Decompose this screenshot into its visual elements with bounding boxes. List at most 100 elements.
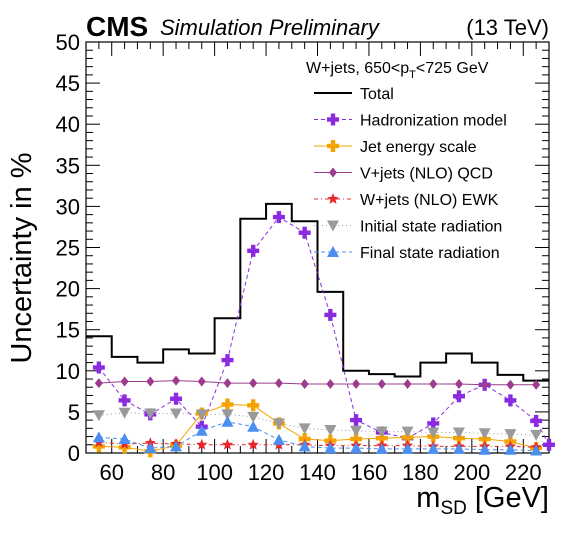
final-state-radiation-point xyxy=(298,440,311,452)
final-state-radiation-point xyxy=(272,433,285,445)
initial-state-radiation-point xyxy=(504,429,517,441)
legend-marker-jet-energy-scale-v xyxy=(330,140,336,152)
hadronization-model-point xyxy=(298,226,311,239)
final-state-radiation-point xyxy=(92,431,105,443)
final-state-radiation-point xyxy=(530,444,543,456)
legend-marker-w-jets-nlo-ewk xyxy=(327,193,339,204)
v-jets-nlo-qcd-point xyxy=(249,378,258,389)
y-axis-label: Uncertainty in % xyxy=(6,152,38,363)
y-tick-label: 25 xyxy=(56,236,80,261)
initial-state-radiation-point xyxy=(478,428,491,440)
jet-energy-scale-point-v xyxy=(250,399,256,412)
v-jets-nlo-qcd-point xyxy=(532,379,541,390)
v-jets-nlo-qcd-point xyxy=(454,378,463,389)
v-jets-nlo-qcd-point xyxy=(352,378,361,389)
y-tick-label: 15 xyxy=(56,318,80,343)
hadronization-model-point-v xyxy=(353,414,359,427)
w-jets-nlo-ewk-point xyxy=(247,438,259,450)
jet-energy-scale-point-v xyxy=(379,432,385,445)
initial-state-radiation-point xyxy=(221,409,234,421)
legend-title-prefix: W+jets, 650<p xyxy=(306,60,409,77)
legend-label-hadronization-model: Hadronization model xyxy=(360,113,507,130)
initial-state-radiation-point xyxy=(298,423,311,435)
w-jets-nlo-ewk-point xyxy=(196,438,208,450)
initial-state-radiation-point xyxy=(247,411,260,423)
y-tick-label: 35 xyxy=(56,153,80,178)
final-state-radiation-point xyxy=(170,440,183,452)
initial-state-radiation-point xyxy=(401,426,414,438)
v-jets-nlo-qcd-line xyxy=(98,380,537,386)
hadronization-model-point-v xyxy=(96,361,102,374)
final-state-radiation-point xyxy=(118,433,131,445)
hadronization-model-point xyxy=(530,414,543,427)
hadronization-model-point-v xyxy=(533,414,539,427)
hadronization-model-point-v xyxy=(302,226,307,239)
legend-label-final-state-radiation: Final state radiation xyxy=(360,245,500,262)
hadronization-model-point xyxy=(247,244,260,257)
hadronization-model-point-v xyxy=(122,394,127,407)
final-state-radiation-point xyxy=(350,442,363,454)
final-state-radiation-point xyxy=(427,442,440,454)
legend-label-v-jets-nlo-qcd: V+jets (NLO) QCD xyxy=(360,166,493,183)
initial-state-radiation-point xyxy=(530,429,543,441)
jet-energy-scale-point-v xyxy=(96,440,102,453)
final-state-radiation-point xyxy=(221,415,234,427)
hadronization-model-point-v xyxy=(173,392,179,405)
v-jets-nlo-qcd-point xyxy=(94,378,103,389)
hadronization-model-point-v xyxy=(250,244,256,257)
v-jets-nlo-qcd-point xyxy=(403,378,412,389)
legend-marker-hadronization-model xyxy=(327,113,339,126)
x-tick-label: 140 xyxy=(299,460,336,485)
final-state-radiation-point xyxy=(144,442,157,454)
v-jets-nlo-qcd-point xyxy=(506,379,515,390)
initial-state-radiation-point xyxy=(324,424,337,436)
y-tick-label: 50 xyxy=(56,30,80,55)
legend-label-jet-energy-scale: Jet energy scale xyxy=(360,139,477,156)
final-state-radiation-point xyxy=(375,442,388,454)
x-tick-label: 200 xyxy=(453,460,490,485)
legend-marker-jet-energy-scale xyxy=(327,140,339,152)
y-tick-label: 5 xyxy=(68,400,80,425)
x-tick-label: 100 xyxy=(196,460,233,485)
hadronization-model-point xyxy=(427,417,440,430)
jet-energy-scale-point xyxy=(221,398,234,411)
cms-label: CMS xyxy=(86,11,148,42)
initial-state-radiation-point xyxy=(118,407,131,419)
hadronization-model-point xyxy=(350,414,363,427)
jet-energy-scale-point xyxy=(350,433,363,446)
jet-energy-scale-point-v xyxy=(225,398,230,411)
x-tick-label: 60 xyxy=(99,460,123,485)
legend-label-w-jets-nlo-ewk: W+jets (NLO) EWK xyxy=(360,192,499,209)
x-axis-label: mSD [GeV] xyxy=(416,482,549,519)
hadronization-model-point-v xyxy=(508,394,513,407)
legend-title: W+jets, 650<pT<725 GeV xyxy=(306,60,489,81)
jet-energy-scale-point xyxy=(375,432,388,445)
jet-energy-scale-point-v xyxy=(353,433,359,446)
legend-title-sub: T xyxy=(409,69,416,81)
legend: Total Hadronization model Jet energy scale… xyxy=(314,86,507,262)
hadronization-model-point-v xyxy=(276,211,282,224)
hadronization-model-point-v xyxy=(456,390,462,403)
legend-marker-hadronization-model-v xyxy=(330,113,336,126)
hadronization-model-point-v xyxy=(328,308,333,321)
final-state-radiation-point xyxy=(478,443,491,455)
final-state-radiation-point xyxy=(247,420,260,432)
jet-energy-scale-point xyxy=(247,399,260,412)
w-jets-nlo-ewk-line xyxy=(98,441,537,448)
hadronization-model-point xyxy=(504,394,517,407)
initial-state-radiation-point xyxy=(144,408,157,420)
hadronization-model-point xyxy=(92,361,105,374)
hadronization-model-point xyxy=(543,438,555,451)
v-jets-nlo-qcd-point xyxy=(146,376,155,387)
hadronization-model-point-v xyxy=(431,417,436,430)
y-tick-label: 45 xyxy=(56,71,80,96)
v-jets-nlo-qcd-point xyxy=(197,376,206,387)
y-tick-label: 20 xyxy=(56,277,80,302)
energy-label: (13 TeV) xyxy=(466,15,549,40)
hadronization-model-point xyxy=(452,390,465,403)
final-state-radiation-point xyxy=(504,443,517,455)
initial-state-radiation-point xyxy=(452,427,465,439)
v-jets-nlo-qcd-point xyxy=(377,378,386,389)
x-tick-label: 160 xyxy=(351,460,388,485)
